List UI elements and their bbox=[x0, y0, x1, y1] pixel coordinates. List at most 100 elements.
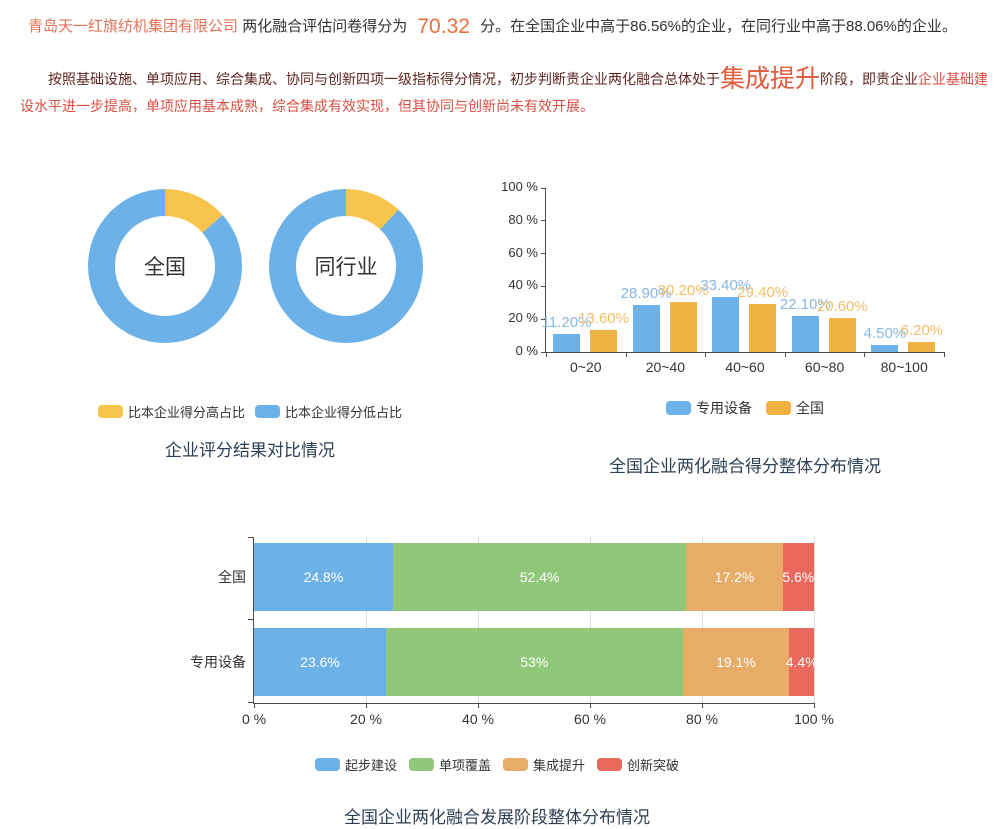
donut-legend: 比本企业得分高占比 比本企业得分低占比 bbox=[55, 402, 445, 421]
summary-paragraph: 青岛天一红旗纺机集团有限公司 两化融合评估问卷得分为 70.32 分。在全国企业… bbox=[28, 14, 986, 40]
bar-value-label: 20.60% bbox=[816, 298, 868, 316]
segment-单项覆盖: 52.4% bbox=[392, 543, 687, 611]
stage-paragraph: 按照基础设施、单项应用、综合集成、协同与创新四项一级指标得分情况，初步判断贵企业… bbox=[20, 66, 988, 120]
y-axis-tick-label: 80 % bbox=[508, 211, 538, 227]
legend-item-stage1[interactable]: 起步建设 bbox=[314, 755, 397, 774]
legend-swatch-blue bbox=[255, 405, 280, 418]
bar-value-label: 11.20% bbox=[541, 313, 592, 331]
y-axis-tick bbox=[541, 318, 546, 320]
gridline bbox=[366, 537, 367, 703]
bar-全国-0~20 bbox=[590, 329, 617, 352]
bar-全国-40~60 bbox=[749, 303, 777, 352]
segment-单项覆盖: 53% bbox=[386, 628, 683, 696]
y-axis-tick-label: 20 % bbox=[508, 310, 538, 326]
segment-集成提升: 19.1% bbox=[682, 628, 790, 696]
bar-value-label: 4.50% bbox=[863, 324, 907, 342]
legend-label: 比本企业得分低占比 bbox=[285, 405, 403, 420]
bar-全国-60~80 bbox=[828, 318, 856, 352]
segment-value-label: 52.4% bbox=[519, 569, 560, 585]
bar-专用设备-80~100 bbox=[871, 344, 899, 352]
segment-集成提升: 17.2% bbox=[686, 543, 783, 611]
legend-item-stage2[interactable]: 单项覆盖 bbox=[408, 755, 491, 774]
donut-industry: 同行业 bbox=[269, 189, 423, 343]
stacked-bar-全国: 24.8% 52.4% 17.2% 5.6% bbox=[254, 543, 814, 611]
bar-专用设备-20~40 bbox=[632, 304, 660, 352]
segment-value-label: 53% bbox=[520, 654, 549, 670]
legend-label: 起步建设 bbox=[344, 758, 397, 773]
stage-tail-text: 企业基础建设水平进一步提高，单项应用基本成熟，综合集成有效实现，但其协同与创新尚… bbox=[20, 71, 989, 114]
x-axis-tick bbox=[590, 703, 591, 708]
legend-label: 全国 bbox=[796, 400, 824, 416]
legend-item-stage4[interactable]: 创新突破 bbox=[597, 755, 679, 774]
bar-全国-20~40 bbox=[669, 302, 697, 352]
donut-chart-title: 企业评分结果对比情况 bbox=[165, 441, 335, 460]
segment-创新突破: 5.6% bbox=[782, 543, 815, 611]
segment-起步建设: 23.6% bbox=[254, 628, 387, 696]
x-axis-tick-label: 80 % bbox=[686, 711, 718, 727]
y-axis-tick-label: 100 % bbox=[501, 179, 538, 194]
gridline bbox=[702, 537, 703, 703]
donut-hole bbox=[115, 216, 215, 316]
x-axis-tick bbox=[478, 703, 479, 708]
bar-value-label: 29.40% bbox=[737, 283, 789, 301]
x-axis-tick bbox=[814, 703, 815, 708]
x-axis-tick bbox=[702, 703, 703, 708]
x-axis-tick bbox=[366, 703, 367, 708]
x-axis-category-label: 20~40 bbox=[645, 359, 686, 375]
legend-item-higher-share[interactable]: 比本企业得分高占比 bbox=[97, 402, 245, 421]
segment-创新突破: 4.4% bbox=[786, 628, 818, 696]
legend-item-national[interactable]: 全国 bbox=[766, 398, 824, 418]
donut-hole bbox=[296, 216, 396, 316]
donut-industry-label: 同行业 bbox=[314, 256, 378, 279]
legend-item-stage3[interactable]: 集成提升 bbox=[503, 755, 585, 774]
segment-value-label: 23.6% bbox=[300, 654, 340, 670]
legend-item-lower-share[interactable]: 比本企业得分低占比 bbox=[255, 402, 402, 421]
donut-national: 全国 bbox=[88, 189, 242, 343]
y-axis-tick-label: 60 % bbox=[508, 244, 538, 260]
bar-专用设备-40~60 bbox=[712, 297, 740, 352]
segment-value-label: 19.1% bbox=[716, 654, 756, 670]
y-axis-tick bbox=[541, 253, 546, 255]
segment-起步建设: 24.8% bbox=[254, 543, 393, 611]
x-axis-category-label: 80~100 bbox=[880, 359, 928, 375]
bar-专用设备-60~80 bbox=[791, 315, 819, 352]
overall-score: 70.32 bbox=[417, 15, 470, 38]
category-label-专用设备: 专用设备 bbox=[190, 654, 246, 670]
x-axis-tick bbox=[784, 352, 786, 357]
x-axis-tick-label: 60 % bbox=[574, 711, 606, 727]
x-axis-tick bbox=[625, 352, 627, 357]
legend-label: 创新突破 bbox=[627, 758, 680, 773]
segment-value-label: 5.6% bbox=[782, 569, 815, 585]
legend-swatch-yellow bbox=[766, 401, 791, 415]
stage-mid-text: 阶段，即贵企业 bbox=[820, 71, 919, 87]
stacked-chart-legend: 起步建设 单项覆盖 集成提升 创新突破 bbox=[127, 755, 867, 774]
summary-lead-text: 两化融合评估问卷得分为 bbox=[242, 18, 408, 35]
category-label-全国: 全国 bbox=[218, 569, 246, 585]
x-axis-tick-label: 40 % bbox=[462, 711, 494, 727]
summary-tail-text: 分。在全国企业中高于86.56%的企业，在同行业中高于88.06%的企业。 bbox=[480, 18, 957, 35]
legend-swatch-green bbox=[408, 758, 434, 771]
legend-swatch-blue bbox=[314, 758, 340, 771]
bar-value-label: 13.60% bbox=[578, 309, 629, 327]
company-name: 青岛天一红旗纺机集团有限公司 bbox=[28, 18, 239, 35]
y-axis-tick bbox=[248, 537, 254, 538]
legend-item-special-equipment[interactable]: 专用设备 bbox=[666, 398, 752, 418]
legend-label: 集成提升 bbox=[533, 758, 586, 773]
bar-value-label: 22.10% bbox=[779, 295, 831, 313]
x-axis-tick bbox=[254, 703, 255, 708]
y-axis-tick bbox=[541, 187, 546, 189]
bar-chart-plot: 0 % 20 % 40 % 60 % 80 % 100 % 0~20 11.20% 13.60%… bbox=[501, 179, 945, 375]
y-axis-tick-label: 0 % bbox=[515, 343, 538, 358]
x-axis-tick bbox=[705, 352, 707, 357]
legend-label: 专用设备 bbox=[696, 400, 752, 416]
x-axis-tick bbox=[864, 352, 866, 357]
legend-swatch-orange bbox=[503, 758, 528, 771]
legend-swatch-yellow bbox=[97, 405, 123, 418]
bar-value-label: 28.90% bbox=[620, 284, 672, 302]
legend-label: 比本企业得分高占比 bbox=[127, 405, 245, 420]
stacked-bar-专用设备: 23.6% 53% 19.1% 4.4% bbox=[254, 628, 818, 696]
bar-chart-title: 全国企业两化融合得分整体分布情况 bbox=[609, 457, 881, 476]
segment-value-label: 4.4% bbox=[785, 654, 818, 670]
donut-national-label: 全国 bbox=[144, 256, 186, 279]
